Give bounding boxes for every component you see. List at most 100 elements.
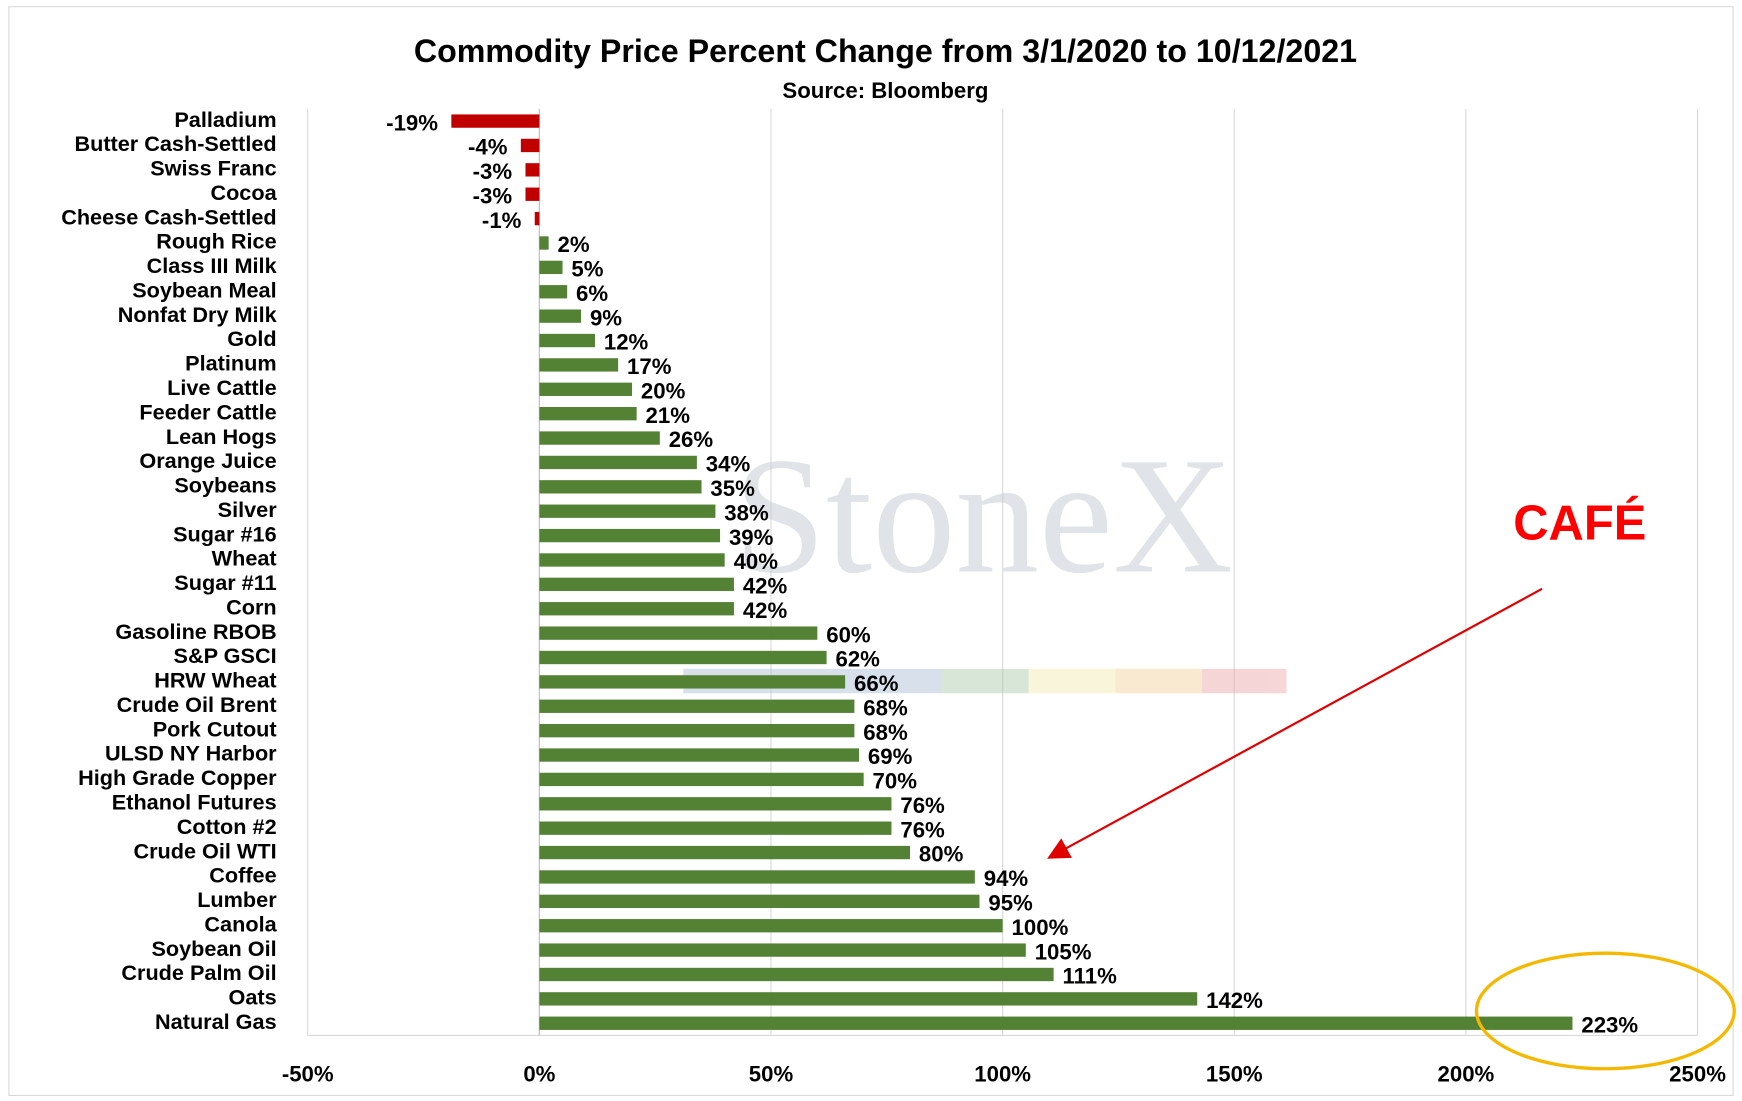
x-tick-label: 250% xyxy=(1669,1061,1726,1086)
x-tick-label: 150% xyxy=(1206,1061,1263,1086)
value-label: 105% xyxy=(1035,939,1092,964)
bar xyxy=(525,187,540,201)
value-label: 80% xyxy=(919,842,964,867)
bar xyxy=(539,626,818,640)
stripe xyxy=(1028,668,1116,694)
value-label: 62% xyxy=(835,647,880,672)
value-label: 40% xyxy=(734,549,779,574)
y-tick-label: S&P GSCI xyxy=(174,643,277,668)
y-tick-label: Nonfat Dry Milk xyxy=(118,302,278,327)
bar xyxy=(539,919,1003,933)
bar xyxy=(539,553,725,567)
chart-subtitle: Source: Bloomberg xyxy=(782,78,988,103)
bar xyxy=(539,748,860,762)
value-label: 42% xyxy=(743,574,788,599)
y-tick-label: Orange Juice xyxy=(139,448,276,473)
y-tick-label: Natural Gas xyxy=(155,1009,277,1034)
bar xyxy=(539,382,633,396)
bar xyxy=(525,163,540,177)
bar xyxy=(539,845,910,860)
y-tick-label: Pork Cutout xyxy=(153,716,277,741)
value-label: -3% xyxy=(473,159,513,184)
y-tick-label: Crude Oil Brent xyxy=(117,692,277,717)
y-tick-label: Rough Rice xyxy=(156,229,276,254)
bar xyxy=(539,894,980,908)
value-label: 69% xyxy=(868,744,913,769)
stripe xyxy=(1115,668,1203,694)
value-label: 66% xyxy=(854,671,899,696)
chart-title: Commodity Price Percent Change from 3/1/… xyxy=(414,33,1357,69)
y-tick-label: Butter Cash-Settled xyxy=(74,131,276,156)
value-label: 223% xyxy=(1581,1012,1638,1037)
value-label: 5% xyxy=(571,257,603,282)
bar xyxy=(539,309,582,323)
y-tick-label: Soybean Oil xyxy=(151,936,276,961)
y-tick-label: ULSD NY Harbor xyxy=(105,741,277,766)
highlight-ellipse xyxy=(1474,951,1736,1071)
value-label: 34% xyxy=(706,452,751,477)
value-label: 6% xyxy=(576,281,608,306)
x-tick-label: -50% xyxy=(282,1061,334,1086)
x-tick-label: 50% xyxy=(749,1061,794,1086)
plot: Palladium -19% Butter Cash-Settled -4% Swiss… xyxy=(61,107,1638,1038)
bar xyxy=(539,577,734,592)
grid: -50% 0% 50% 100% 150% 200% 250% xyxy=(282,108,1726,1086)
y-tick-label: Lean Hogs xyxy=(166,424,277,449)
y-tick-label: Crude Palm Oil xyxy=(121,960,276,985)
annotation-arrow xyxy=(1047,587,1543,859)
chart-border xyxy=(8,6,1734,1096)
bar xyxy=(539,285,568,299)
bar xyxy=(539,407,637,421)
bar xyxy=(539,723,855,738)
stripe xyxy=(942,668,1029,694)
y-tick-label: Cheese Cash-Settled xyxy=(61,204,276,229)
value-label: 76% xyxy=(900,817,945,842)
bar xyxy=(539,260,563,275)
y-tick-label: Ethanol Futures xyxy=(112,790,277,815)
value-label: 2% xyxy=(558,232,590,257)
bar xyxy=(539,967,1054,982)
bar xyxy=(539,455,697,470)
stripe xyxy=(1202,668,1287,694)
x-tick-label: 100% xyxy=(974,1061,1031,1086)
bar xyxy=(539,943,1026,957)
x-tick-label: 200% xyxy=(1438,1061,1495,1086)
y-tick-label: Canola xyxy=(204,911,277,936)
y-tick-label: Soybean Meal xyxy=(132,277,276,302)
y-tick-label: Sugar #16 xyxy=(173,521,277,546)
value-label: 38% xyxy=(724,500,769,525)
y-tick-label: Swiss Franc xyxy=(150,156,276,181)
value-label: 68% xyxy=(863,695,908,720)
value-label: 94% xyxy=(984,866,1029,891)
value-label: 42% xyxy=(743,598,788,623)
bar xyxy=(539,528,721,543)
y-tick-label: Palladium xyxy=(174,107,276,132)
x-tick-label: 0% xyxy=(523,1061,555,1086)
bar xyxy=(451,114,540,128)
y-tick-label: Sugar #11 xyxy=(174,570,276,595)
value-label: 111% xyxy=(1062,964,1117,989)
y-tick-label: Wheat xyxy=(212,546,277,571)
y-tick-label: Crude Oil WTI xyxy=(133,838,276,863)
bar xyxy=(539,236,549,250)
y-tick-label: Cocoa xyxy=(210,180,277,205)
bar xyxy=(539,821,892,835)
value-label: 68% xyxy=(863,720,908,745)
value-label: 9% xyxy=(590,305,622,330)
value-label: 100% xyxy=(1012,915,1069,940)
bar xyxy=(539,797,892,811)
value-label: 21% xyxy=(646,403,691,428)
value-label: -3% xyxy=(473,183,513,208)
annotation: CAFÉ xyxy=(1513,497,1646,551)
y-tick-label: Silver xyxy=(218,497,278,522)
value-label: 12% xyxy=(604,330,649,355)
y-tick-label: Soybeans xyxy=(174,473,276,498)
y-tick-label: Cotton #2 xyxy=(177,814,277,839)
bar xyxy=(539,992,1198,1006)
value-label: -1% xyxy=(482,208,522,233)
y-tick-label: Gasoline RBOB xyxy=(115,619,276,644)
bar xyxy=(539,602,734,616)
value-label: 142% xyxy=(1206,988,1263,1013)
y-tick-label: HRW Wheat xyxy=(154,668,276,693)
